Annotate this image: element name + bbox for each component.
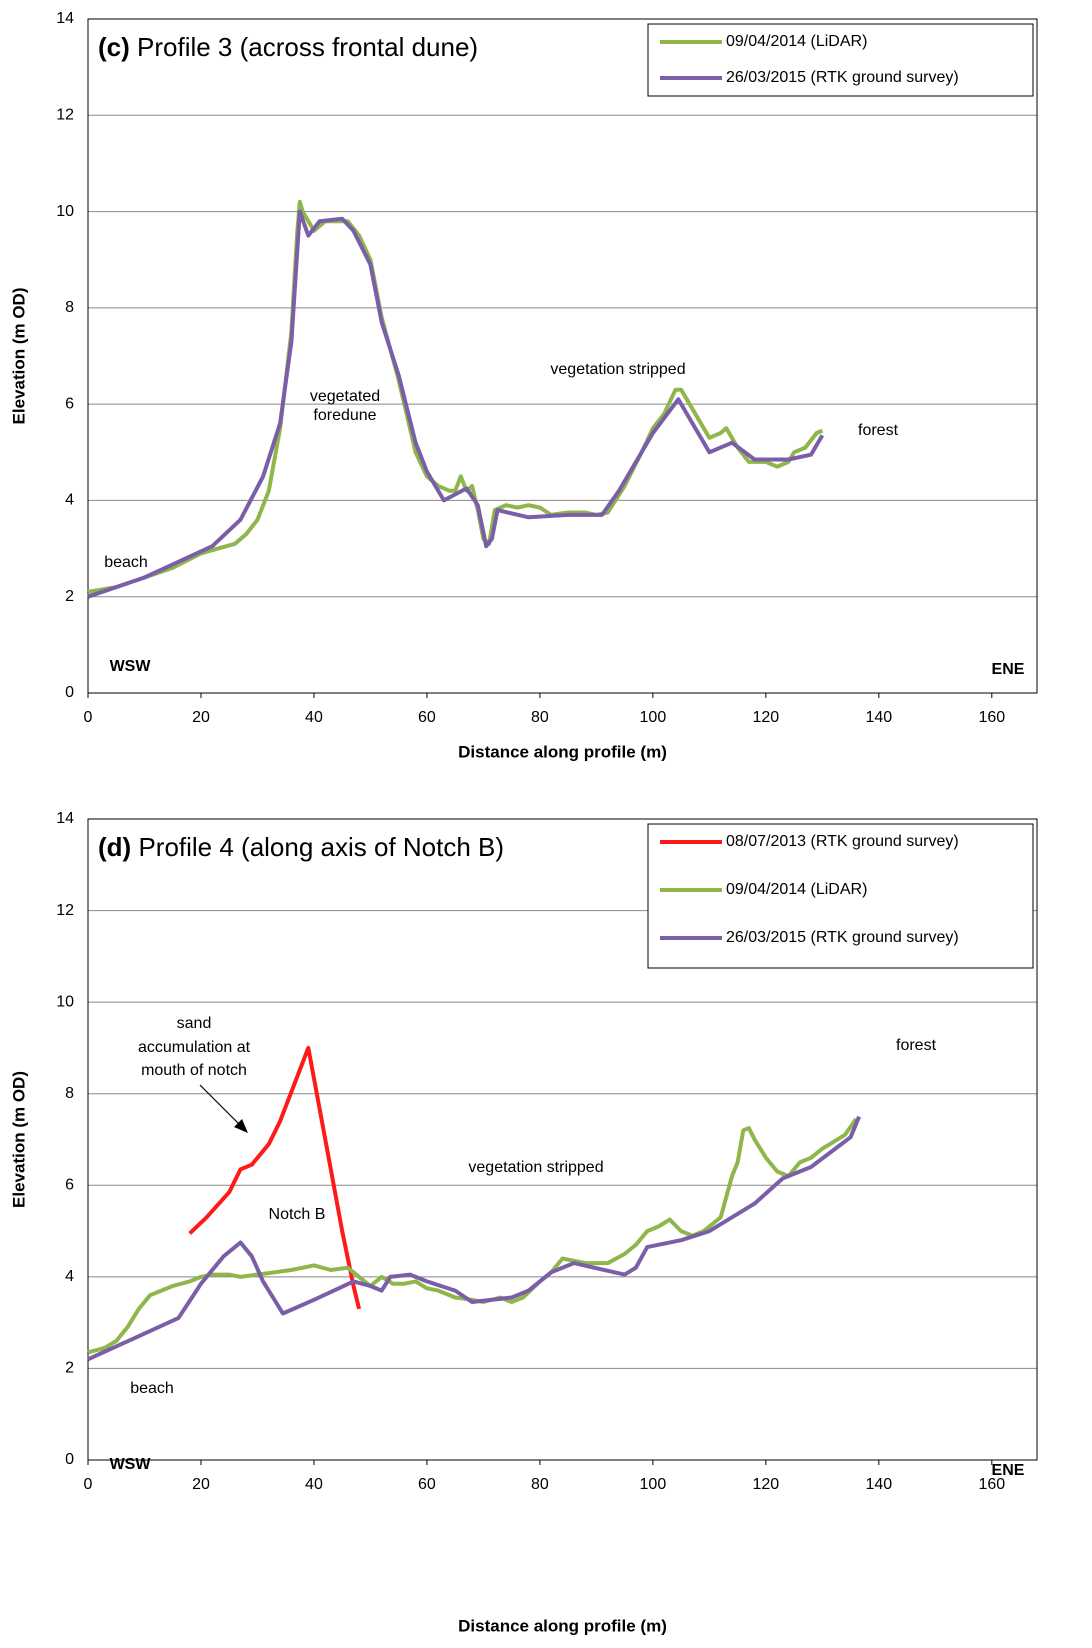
annotation: accumulation at	[138, 1039, 251, 1056]
y-tick-label: 14	[56, 810, 74, 827]
title-text: Profile 4 (along axis of Notch B)	[138, 832, 504, 862]
panel-label: (d)	[98, 832, 131, 862]
y-tick-label: 6	[65, 395, 74, 412]
annotation: beach	[104, 554, 148, 571]
x-tick-label: 160	[978, 709, 1005, 726]
y-tick-label: 8	[65, 299, 74, 316]
y-tick-label: 4	[65, 1268, 74, 1285]
annotation: beach	[130, 1380, 174, 1397]
x-tick-label: 0	[84, 1476, 93, 1493]
x-tick-label: 80	[531, 709, 549, 726]
annotation: forest	[858, 422, 899, 439]
x-tick-label: 20	[192, 1476, 210, 1493]
x-tick-label: 120	[753, 1476, 780, 1493]
x-tick-label: 60	[418, 1476, 436, 1493]
x-tick-label: 80	[531, 1476, 549, 1493]
annotation: forest	[896, 1037, 937, 1054]
title-text: Profile 3 (across frontal dune)	[137, 32, 478, 62]
x-tick-label: 20	[192, 709, 210, 726]
annotation: vegetated	[310, 388, 380, 405]
annotation: mouth of notch	[141, 1062, 247, 1079]
y-tick-label: 8	[65, 1085, 74, 1102]
x-tick-label: 160	[978, 1476, 1005, 1493]
x-tick-label: 140	[865, 1476, 892, 1493]
y-tick-label: 0	[65, 1451, 74, 1468]
annotation: WSW	[110, 1456, 152, 1473]
legend-box	[647, 823, 1034, 969]
data-line	[87, 209, 825, 599]
legend-label: 08/07/2013 (RTK ground survey)	[726, 833, 959, 850]
x-tick-label: 40	[305, 1476, 323, 1493]
annotation: vegetation stripped	[550, 361, 685, 378]
legend-label: 09/04/2014 (LiDAR)	[726, 33, 867, 50]
y-tick-label: 2	[65, 588, 74, 605]
arrow-head	[234, 1119, 248, 1133]
legend-label: 26/03/2015 (RTK ground survey)	[726, 69, 959, 86]
data-line	[87, 1117, 858, 1355]
panel-label: (c)	[98, 32, 130, 62]
plot-frame	[87, 818, 1038, 1461]
annotation: vegetation stripped	[468, 1159, 603, 1176]
legend-box	[647, 23, 1034, 97]
x-axis-label: Distance along profile (m)	[458, 742, 667, 761]
legend-label: 26/03/2015 (RTK ground survey)	[726, 929, 959, 946]
x-axis-label: Distance along profile (m)	[458, 1616, 667, 1635]
data-line	[87, 1115, 861, 1362]
y-tick-label: 10	[56, 203, 74, 220]
annotation: WSW	[110, 658, 152, 675]
x-tick-label: 120	[753, 709, 780, 726]
y-tick-label: 12	[56, 902, 74, 919]
x-tick-label: 40	[305, 709, 323, 726]
annotation: foredune	[313, 407, 376, 424]
annotation: ENE	[992, 661, 1025, 678]
x-tick-label: 60	[418, 709, 436, 726]
annotation: Notch B	[269, 1206, 326, 1223]
annotation: sand	[177, 1015, 212, 1032]
y-tick-label: 12	[56, 107, 74, 124]
y-axis-label: Elevation (m OD)	[9, 288, 28, 425]
annotation: ENE	[992, 1462, 1025, 1479]
plot-frame	[87, 18, 1038, 694]
legend-label: 09/04/2014 (LiDAR)	[726, 881, 867, 898]
y-tick-label: 14	[56, 10, 74, 27]
y-tick-label: 0	[65, 684, 74, 701]
x-tick-label: 140	[865, 709, 892, 726]
y-tick-label: 6	[65, 1177, 74, 1194]
y-tick-label: 10	[56, 993, 74, 1010]
x-tick-label: 100	[640, 709, 667, 726]
data-line	[87, 199, 824, 594]
x-tick-label: 0	[84, 709, 93, 726]
y-tick-label: 4	[65, 492, 74, 509]
chart-title: (c) Profile 3 (across frontal dune)	[98, 32, 478, 62]
y-tick-label: 2	[65, 1360, 74, 1377]
chart-title: (d) Profile 4 (along axis of Notch B)	[98, 832, 504, 862]
data-line	[188, 1045, 362, 1310]
y-axis-label: Elevation (m OD)	[9, 1071, 28, 1208]
x-tick-label: 100	[640, 1476, 667, 1493]
